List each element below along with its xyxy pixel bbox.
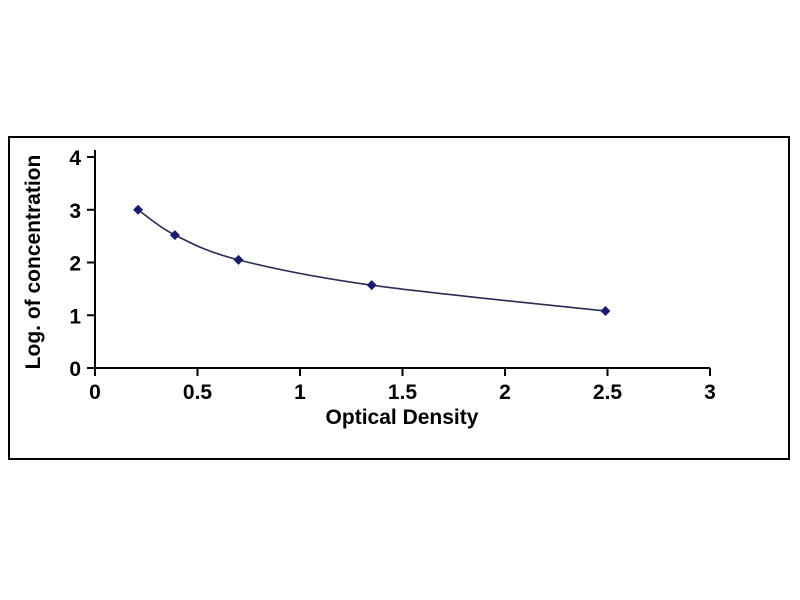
x-tick-label: 1.5 xyxy=(388,381,418,404)
data-point-marker xyxy=(600,306,611,317)
chart-border xyxy=(8,136,790,460)
data-point-marker xyxy=(233,254,244,265)
x-tick-label: 1 xyxy=(294,381,306,404)
data-point-marker xyxy=(169,230,180,241)
y-tick-label: 4 xyxy=(69,147,81,170)
plot-generated-layer: 0 0.5 1 1.5 2 2.5 3 0 1 2 3 4 xyxy=(69,147,716,404)
x-tick-label: 0.5 xyxy=(183,381,213,404)
y-tick-label: 2 xyxy=(69,253,81,276)
data-point-marker xyxy=(366,280,377,291)
x-tick-label: 0 xyxy=(89,381,101,404)
x-tick-label: 2.5 xyxy=(593,381,623,404)
x-axis-title: Optical Density xyxy=(326,406,479,429)
data-point-marker xyxy=(133,204,144,215)
y-tick-label: 1 xyxy=(69,305,81,328)
x-tick-label: 3 xyxy=(704,381,716,404)
y-tick-label: 0 xyxy=(69,358,81,381)
y-axis-title: Log. of concentration xyxy=(22,155,45,370)
x-tick-label: 2 xyxy=(499,381,511,404)
y-tick-label: 3 xyxy=(69,200,81,223)
